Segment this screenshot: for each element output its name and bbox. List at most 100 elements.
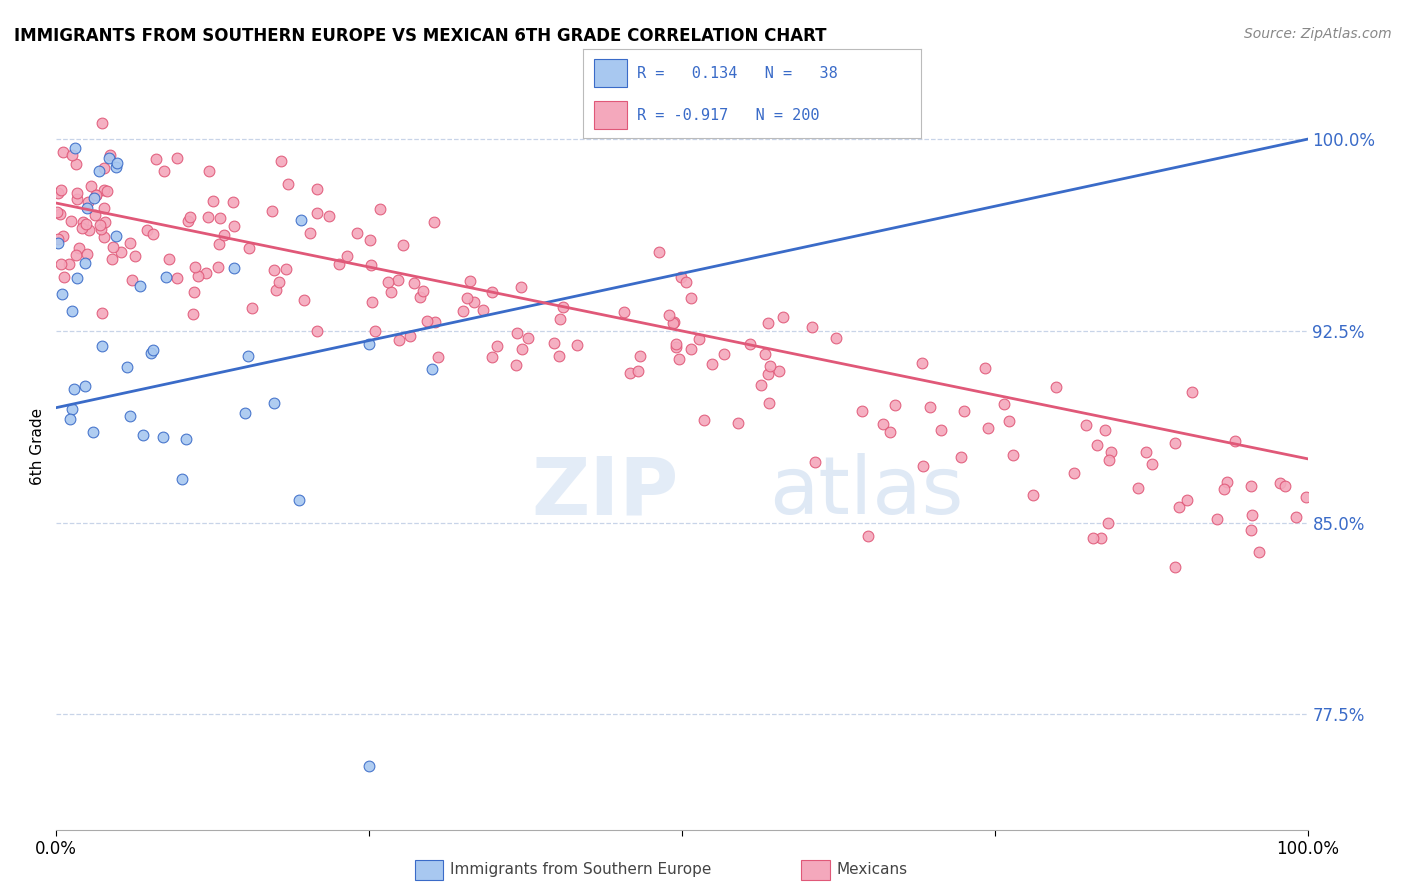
Point xyxy=(63,141,86,155)
Point xyxy=(1135,445,1157,459)
Point xyxy=(66,271,89,285)
Point xyxy=(551,300,574,314)
Point xyxy=(260,203,283,218)
Point xyxy=(132,428,155,442)
Point xyxy=(993,397,1015,411)
Point xyxy=(52,269,75,284)
Point xyxy=(208,211,231,226)
Point xyxy=(305,182,328,196)
Point xyxy=(82,425,104,439)
Point xyxy=(90,339,112,353)
Point xyxy=(998,414,1021,428)
Point xyxy=(548,349,571,363)
Text: Source: ZipAtlas.com: Source: ZipAtlas.com xyxy=(1244,27,1392,41)
Point xyxy=(803,455,825,469)
Point xyxy=(668,351,690,366)
Point xyxy=(233,406,256,420)
Point xyxy=(929,423,952,437)
Point xyxy=(619,366,641,380)
Point xyxy=(115,359,138,374)
Point xyxy=(458,274,481,288)
Point xyxy=(105,229,128,244)
Point xyxy=(65,248,87,262)
Point xyxy=(264,283,287,297)
Point xyxy=(665,337,688,351)
Point xyxy=(49,207,72,221)
Point xyxy=(377,275,399,289)
Point xyxy=(93,183,115,197)
Point xyxy=(98,148,121,162)
Text: Mexicans: Mexicans xyxy=(837,863,908,877)
Point xyxy=(402,276,425,290)
Point xyxy=(758,395,780,409)
Point xyxy=(222,261,245,276)
Point xyxy=(60,401,83,416)
Point xyxy=(1225,434,1247,449)
Point xyxy=(96,184,118,198)
Point xyxy=(170,473,193,487)
Point xyxy=(90,305,112,319)
Point xyxy=(183,285,205,299)
Point xyxy=(90,222,112,236)
Point xyxy=(463,295,485,310)
Point xyxy=(187,268,209,283)
Point xyxy=(197,211,219,225)
Point xyxy=(75,379,97,393)
Point xyxy=(1164,560,1187,574)
Point xyxy=(63,382,86,396)
Point xyxy=(911,459,934,474)
Point xyxy=(201,194,224,208)
Point xyxy=(879,425,901,440)
Point xyxy=(242,301,264,316)
Point xyxy=(75,217,97,231)
Point xyxy=(208,236,231,251)
Point xyxy=(80,178,103,193)
Point xyxy=(1022,488,1045,502)
Point xyxy=(77,223,100,237)
Point xyxy=(49,183,72,197)
Point xyxy=(236,349,259,363)
Point xyxy=(83,191,105,205)
Point xyxy=(214,228,236,243)
Point xyxy=(613,305,636,319)
Text: R = -0.917   N = 200: R = -0.917 N = 200 xyxy=(637,108,820,122)
Point xyxy=(1295,490,1317,504)
Point xyxy=(1094,423,1116,437)
Point xyxy=(911,356,934,370)
Point xyxy=(800,319,823,334)
Point xyxy=(328,257,350,271)
Point xyxy=(181,308,204,322)
Point xyxy=(851,403,873,417)
Point xyxy=(93,161,115,176)
Point xyxy=(166,151,188,165)
Point xyxy=(288,492,311,507)
Point xyxy=(207,260,229,274)
Point xyxy=(84,208,107,222)
Point xyxy=(359,233,381,247)
Point xyxy=(1181,384,1204,399)
Point xyxy=(107,156,129,170)
Point xyxy=(176,433,198,447)
Point xyxy=(1240,479,1263,493)
Point xyxy=(52,145,75,160)
Point xyxy=(387,273,409,287)
Point xyxy=(472,302,495,317)
Point xyxy=(1247,545,1270,559)
Point xyxy=(359,336,381,351)
Point xyxy=(1213,482,1236,496)
Point xyxy=(65,192,87,206)
Point xyxy=(90,116,112,130)
Point xyxy=(368,202,391,217)
Point xyxy=(512,342,534,356)
Point xyxy=(66,186,89,200)
Point xyxy=(67,241,90,255)
Point xyxy=(669,270,692,285)
Point xyxy=(84,187,107,202)
Point xyxy=(693,413,716,427)
Point xyxy=(517,331,540,345)
Point xyxy=(46,232,69,246)
Point xyxy=(267,275,290,289)
Point xyxy=(543,336,565,351)
Point xyxy=(481,351,503,365)
Point xyxy=(58,257,80,271)
